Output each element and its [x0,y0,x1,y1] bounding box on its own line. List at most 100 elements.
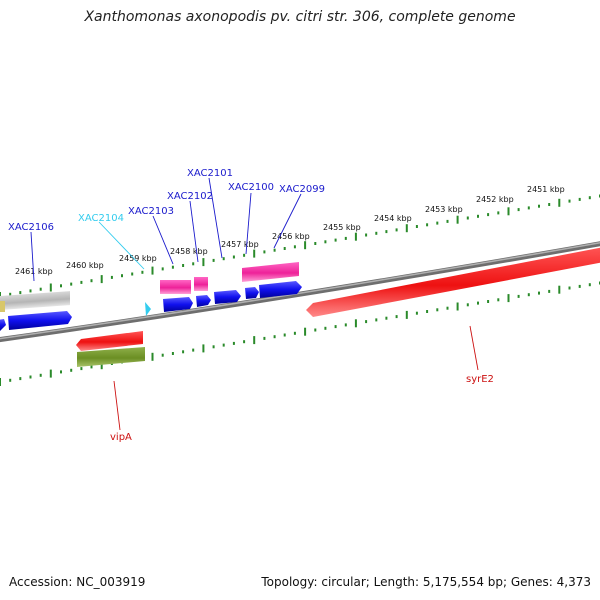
minor-tick [446,219,449,223]
label-xac2100[interactable]: XAC2100 [228,182,274,193]
minor-tick [222,257,225,261]
minor-tick [283,333,286,337]
minor-tick [39,287,42,291]
callout-lines [30,177,479,431]
minor-tick [70,368,73,372]
label-xac2103[interactable]: XAC2103 [128,206,174,217]
callout-syre2 [469,325,479,371]
outer-scale-ticks [0,194,600,300]
callout-xac2102 [189,200,199,263]
label-xac2101[interactable]: XAC2101 [187,168,233,179]
pseudogene-xac2105[interactable] [0,291,70,311]
minor-tick [171,352,174,355]
tick-label: 2457 kbp [221,240,259,249]
minor-tick [395,315,398,319]
label-vipa[interactable]: vipA [110,432,132,443]
minor-tick [466,303,469,307]
gene-labels: XAC2106 XAC2104 XAC2103 XAC2102 XAC2101 … [8,168,494,443]
gene-vipa[interactable] [76,331,143,351]
major-tick [405,310,408,319]
major-tick [100,275,103,284]
label-xac2102[interactable]: XAC2102 [167,191,213,202]
tick-label: 2455 kbp [323,223,361,232]
callout-xac2099 [273,193,302,249]
major-tick [507,207,510,216]
tick-label: 2451 kbp [527,185,565,194]
rna-feature-1[interactable] [160,280,191,294]
major-tick [558,285,561,294]
callout-xac2103 [152,215,174,265]
major-tick [49,369,52,378]
gene-xac2106[interactable] [8,311,72,330]
minor-tick [487,213,490,217]
minor-tick [344,323,347,327]
minor-tick [436,221,439,225]
minor-tick [19,377,22,381]
gene-xac2100[interactable] [245,287,259,299]
minor-tick [344,236,347,240]
genome-backbone [0,241,600,343]
callout-xac2101 [208,177,223,259]
label-syre2[interactable]: syrE2 [466,374,494,385]
minor-tick [161,353,164,357]
label-xac2104[interactable]: XAC2104 [78,213,124,224]
tick-label: 2458 kbp [170,247,208,256]
marker-xac2104[interactable] [145,302,151,316]
gene-xac2099[interactable] [259,281,302,298]
tick-label: 2460 kbp [66,261,104,270]
minor-tick [232,255,235,259]
gene-vipb-region[interactable] [77,347,145,367]
label-xac2099[interactable]: XAC2099 [279,184,325,195]
minor-tick [222,343,225,347]
inner-scale-ticks [0,281,600,386]
rna-feature-2[interactable] [194,277,208,291]
minor-tick [9,378,12,382]
gene-xac2102[interactable] [196,295,211,307]
minor-tick [385,316,388,320]
major-tick [304,327,307,336]
major-tick [558,198,561,207]
callout-vipa [113,380,121,431]
gene-left-edge[interactable] [0,319,6,331]
gene-syre2[interactable] [306,247,600,317]
minor-tick [375,318,378,322]
minor-tick [161,267,164,271]
minor-tick [212,258,215,262]
major-tick [354,319,357,328]
tick-label: 2452 kbp [476,195,514,204]
minor-tick [415,311,418,315]
callout-xac2104 [98,221,145,270]
callout-xac2106 [30,231,35,282]
genome-summary-text: Topology: circular; Length: 5,175,554 bp… [261,575,591,589]
minor-tick [538,204,540,208]
minor-tick [90,279,93,283]
rna-feature-3[interactable] [242,262,299,282]
tick-label: 2454 kbp [374,214,412,223]
callout-xac2100 [245,192,252,255]
forward-strand-features [0,262,302,331]
tick-label: 2456 kbp [272,232,310,241]
minor-tick [243,253,246,257]
label-xac2106[interactable]: XAC2106 [8,222,54,233]
minor-tick [182,350,185,354]
minor-tick [365,233,368,237]
major-tick [151,352,154,361]
gene-xac2103[interactable] [163,297,193,312]
minor-tick [436,308,439,312]
major-tick [253,336,256,345]
minor-tick [527,206,530,210]
major-tick [405,224,408,233]
gene-xac2101[interactable] [214,290,241,304]
minor-tick [110,275,113,279]
minor-tick [426,223,429,227]
minor-tick [39,373,42,377]
minor-tick [171,265,174,269]
major-tick [507,294,510,303]
minor-tick [548,289,551,293]
tick-label: 2459 kbp [119,254,157,263]
major-tick [304,241,307,250]
minor-tick [334,325,337,329]
minor-tick [212,345,215,349]
minor-tick [19,291,22,295]
